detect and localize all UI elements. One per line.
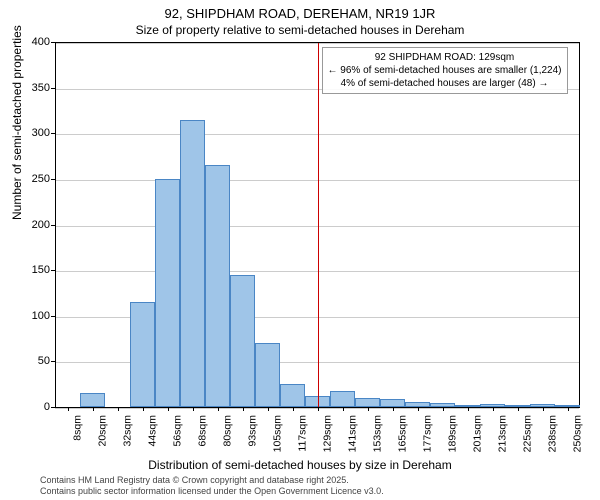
x-tick-label: 117sqm <box>297 415 309 452</box>
footer-attribution: Contains HM Land Registry data © Crown c… <box>40 475 384 498</box>
x-tick-mark <box>543 407 544 411</box>
x-tick-mark <box>568 407 569 411</box>
x-tick-label: 105sqm <box>272 415 284 452</box>
y-tick-mark <box>51 133 55 134</box>
x-tick-label: 80sqm <box>222 415 234 447</box>
x-tick-mark <box>93 407 94 411</box>
x-tick-label: 56sqm <box>172 415 184 447</box>
plot-area: 92 SHIPDHAM ROAD: 129sqm← 96% of semi-de… <box>55 42 580 407</box>
x-tick-label: 189sqm <box>447 415 459 452</box>
x-tick-mark <box>343 407 344 411</box>
y-axis-line <box>55 42 56 407</box>
chart-title-sub: Size of property relative to semi-detach… <box>0 21 600 37</box>
y-tick-mark <box>51 225 55 226</box>
y-tick-label: 400 <box>32 36 50 48</box>
x-tick-label: 201sqm <box>472 415 484 452</box>
histogram-bar <box>80 393 105 407</box>
x-tick-label: 225sqm <box>522 415 534 452</box>
x-tick-mark <box>518 407 519 411</box>
x-tick-mark <box>318 407 319 411</box>
x-tick-mark <box>468 407 469 411</box>
y-axis-label: Number of semi-detached properties <box>10 25 24 220</box>
x-tick-mark <box>443 407 444 411</box>
x-tick-label: 250sqm <box>572 415 584 452</box>
chart-title-main: 92, SHIPDHAM ROAD, DEREHAM, NR19 1JR <box>0 0 600 21</box>
histogram-chart: 92, SHIPDHAM ROAD, DEREHAM, NR19 1JR Siz… <box>0 0 600 500</box>
y-tick-label: 300 <box>32 127 50 139</box>
y-tick-label: 200 <box>32 219 50 231</box>
x-tick-mark <box>118 407 119 411</box>
x-tick-label: 153sqm <box>372 415 384 452</box>
x-tick-label: 129sqm <box>322 415 334 452</box>
x-tick-mark <box>168 407 169 411</box>
y-tick-label: 250 <box>32 173 50 185</box>
y-tick-mark <box>51 88 55 89</box>
footer-line-2: Contains public sector information licen… <box>40 486 384 498</box>
y-tick-mark <box>51 42 55 43</box>
x-tick-mark <box>143 407 144 411</box>
x-tick-mark <box>243 407 244 411</box>
x-tick-label: 93sqm <box>247 415 259 447</box>
x-tick-label: 213sqm <box>497 415 509 452</box>
y-tick-label: 0 <box>44 401 50 413</box>
x-tick-label: 44sqm <box>147 415 159 447</box>
histogram-bar <box>205 165 230 407</box>
x-tick-mark <box>68 407 69 411</box>
x-tick-mark <box>393 407 394 411</box>
x-tick-mark <box>193 407 194 411</box>
x-tick-label: 8sqm <box>72 415 84 441</box>
y-tick-mark <box>51 407 55 408</box>
histogram-bar <box>130 302 155 407</box>
y-tick-label: 50 <box>38 355 50 367</box>
x-tick-label: 165sqm <box>397 415 409 452</box>
x-tick-label: 238sqm <box>547 415 559 452</box>
x-tick-mark <box>493 407 494 411</box>
footer-line-1: Contains HM Land Registry data © Crown c… <box>40 475 384 487</box>
x-tick-mark <box>368 407 369 411</box>
y-tick-label: 100 <box>32 310 50 322</box>
annotation-line-2: ← 96% of semi-detached houses are smalle… <box>328 64 562 77</box>
histogram-bar <box>155 179 180 407</box>
x-tick-label: 68sqm <box>197 415 209 447</box>
y-tick-label: 150 <box>32 264 50 276</box>
histogram-bar <box>355 398 380 407</box>
histogram-bar <box>380 399 405 407</box>
annotation-box: 92 SHIPDHAM ROAD: 129sqm← 96% of semi-de… <box>322 47 568 94</box>
x-tick-mark <box>268 407 269 411</box>
x-tick-label: 20sqm <box>97 415 109 447</box>
x-tick-mark <box>218 407 219 411</box>
x-tick-label: 141sqm <box>347 415 359 452</box>
histogram-bar <box>255 343 280 407</box>
y-tick-label: 350 <box>32 82 50 94</box>
histogram-bar <box>280 384 305 407</box>
y-tick-mark <box>51 270 55 271</box>
reference-line <box>318 43 319 407</box>
x-axis-label: Distribution of semi-detached houses by … <box>0 458 600 472</box>
annotation-line-3: 4% of semi-detached houses are larger (4… <box>328 77 562 90</box>
annotation-line-1: 92 SHIPDHAM ROAD: 129sqm <box>328 51 562 64</box>
x-tick-mark <box>293 407 294 411</box>
x-tick-label: 32sqm <box>122 415 134 447</box>
y-tick-mark <box>51 316 55 317</box>
y-tick-mark <box>51 179 55 180</box>
histogram-bar <box>330 391 355 407</box>
x-tick-label: 177sqm <box>422 415 434 452</box>
histogram-bar <box>180 120 205 407</box>
x-tick-mark <box>418 407 419 411</box>
y-tick-mark <box>51 361 55 362</box>
histogram-bar <box>230 275 255 407</box>
